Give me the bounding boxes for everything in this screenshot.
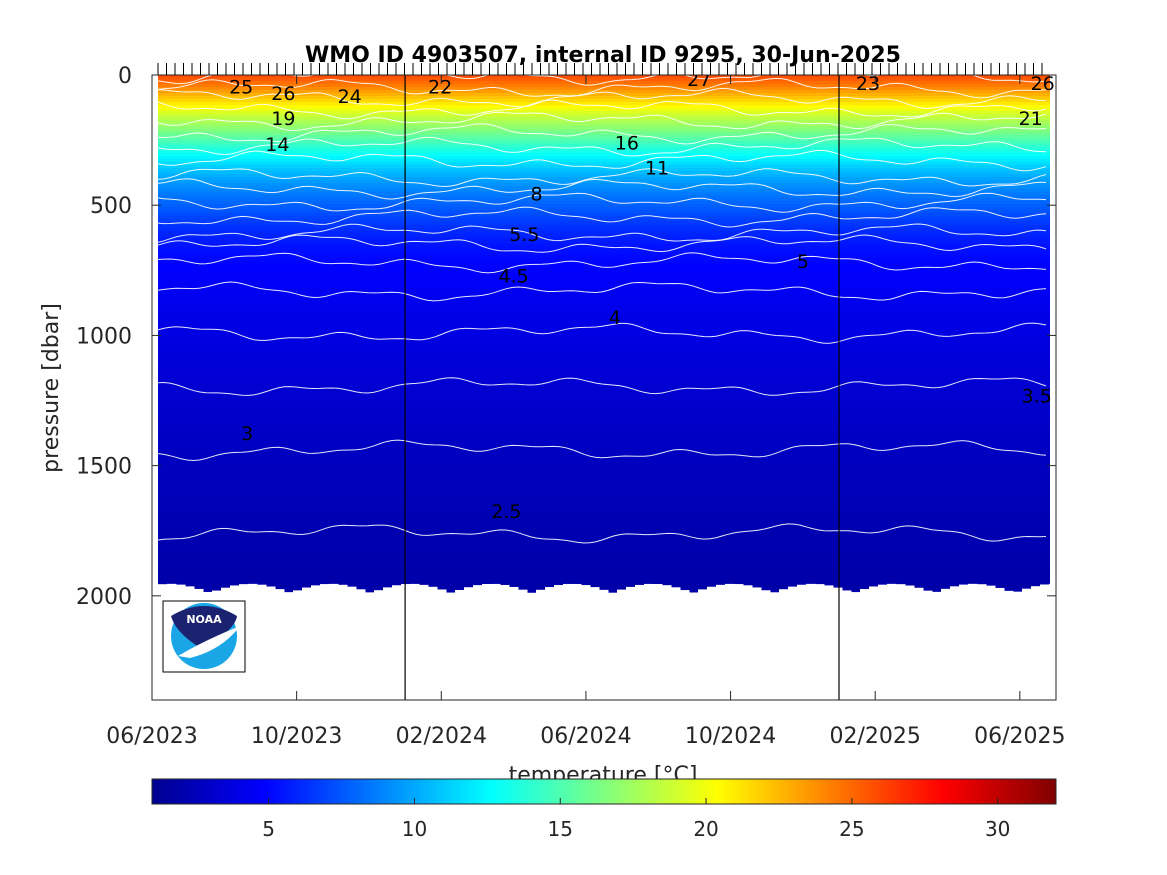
colorbar-tick-label: 5	[262, 817, 275, 841]
x-tick-label: 02/2025	[829, 724, 920, 749]
contour-label: 21	[1019, 108, 1043, 130]
contour-label: 2.5	[491, 501, 521, 523]
contour-label: 14	[265, 134, 289, 156]
x-tick-label: 06/2024	[540, 724, 631, 749]
contour-label: 4	[609, 307, 621, 329]
contour-label: 26	[1031, 73, 1055, 95]
contour-label: 3.5	[1022, 385, 1052, 407]
contour-label: 26	[271, 83, 295, 105]
noaa-logo: NOAA	[162, 600, 246, 673]
y-tick-label: 1500	[76, 455, 132, 480]
data-bottom-edge	[158, 583, 1056, 598]
contour-label: 19	[271, 108, 295, 130]
contour-label: 3	[241, 423, 253, 445]
contour-label: 5.5	[509, 224, 539, 246]
x-tick-label: 10/2024	[685, 724, 776, 749]
y-tick-label: 2000	[76, 585, 132, 610]
x-tick-label: 10/2023	[251, 724, 342, 749]
contour-label: 27	[687, 69, 711, 91]
y-axis: 0 500 1000 1500 2000	[76, 64, 1056, 610]
x-tick-label: 02/2024	[396, 724, 487, 749]
contour-label: 23	[856, 73, 880, 95]
x-tick-label: 06/2025	[974, 724, 1065, 749]
colorbar-tick-label: 10	[402, 817, 427, 841]
contour-label: 16	[615, 133, 639, 155]
contour-label: 22	[428, 77, 452, 99]
chart-title: WMO ID 4903507, internal ID 9295, 30-Jun…	[305, 43, 901, 68]
temperature-field	[158, 75, 1056, 598]
svg-text:NOAA: NOAA	[186, 613, 222, 626]
year-boundaries	[404, 75, 840, 700]
plot-frame	[151, 74, 1057, 701]
y-axis-label: pressure [dbar]	[39, 303, 64, 473]
contour-label: 4.5	[498, 266, 528, 288]
colorbar-tick-label: 15	[548, 817, 573, 841]
contour-label: 11	[645, 157, 669, 179]
contour-label: 25	[229, 77, 253, 99]
contour-label: 5	[797, 251, 809, 273]
contour-label: 24	[338, 86, 362, 108]
colorbar-tick-label: 20	[693, 817, 718, 841]
x-axis: 06/2023 10/2023 02/2024 06/2024 10/2024 02/20…	[106, 63, 1066, 749]
colorbar-tick-label: 30	[985, 817, 1010, 841]
contour-label: 8	[530, 184, 542, 206]
y-tick-label: 0	[118, 64, 132, 89]
colorbar-ticks: 5 10 15 20 25 30	[262, 798, 1010, 841]
colorbar	[151, 778, 1057, 805]
colorbar-tick-label: 25	[839, 817, 864, 841]
y-tick-label: 500	[90, 194, 132, 219]
contour-lines	[157, 75, 1047, 544]
y-tick-label: 1000	[76, 324, 132, 349]
x-tick-label: 06/2023	[106, 724, 197, 749]
contour-labels: 25 26 24 22 27 23 26 19 14 21 16 11 8 5.5 5 4.5 4 3.5 3 2.5	[229, 69, 1055, 523]
